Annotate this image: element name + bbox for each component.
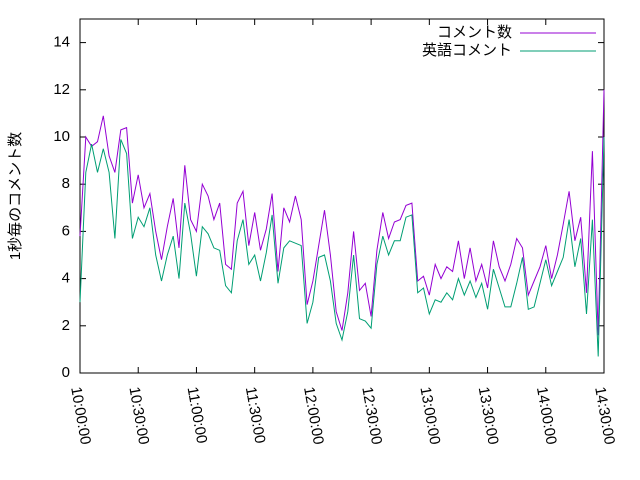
y-tick-label: 6	[62, 222, 70, 239]
x-tick-label: 13:30:00	[475, 385, 502, 445]
y-tick-label: 10	[53, 128, 70, 145]
x-tick-label: 14:00:00	[533, 385, 560, 445]
x-tick-label: 14:30:00	[591, 385, 618, 445]
y-tick-label: 2	[62, 317, 70, 334]
y-tick-label: 4	[62, 270, 70, 287]
x-tick-label: 11:00:00	[184, 385, 211, 444]
y-tick-label: 8	[62, 175, 70, 192]
x-tick-label: 12:00:00	[300, 385, 327, 445]
x-tick-label: 11:30:00	[242, 385, 269, 444]
y-tick-label: 14	[53, 34, 70, 51]
series-line	[79, 136, 605, 357]
legend-label: コメント数	[437, 24, 512, 41]
x-tick-label: 13:00:00	[416, 385, 443, 445]
x-tick-label: 10:30:00	[125, 385, 152, 445]
legend-label: 英語コメント	[422, 41, 512, 59]
series-line	[79, 89, 605, 336]
plot-border	[79, 18, 605, 374]
x-tick-label: 10:00:00	[67, 385, 94, 445]
y-tick-label: 0	[62, 364, 70, 381]
y-tick-label: 12	[53, 81, 70, 98]
x-tick-label: 12:30:00	[358, 385, 385, 445]
y-axis-label: 1秒毎のコメント数	[7, 132, 24, 260]
